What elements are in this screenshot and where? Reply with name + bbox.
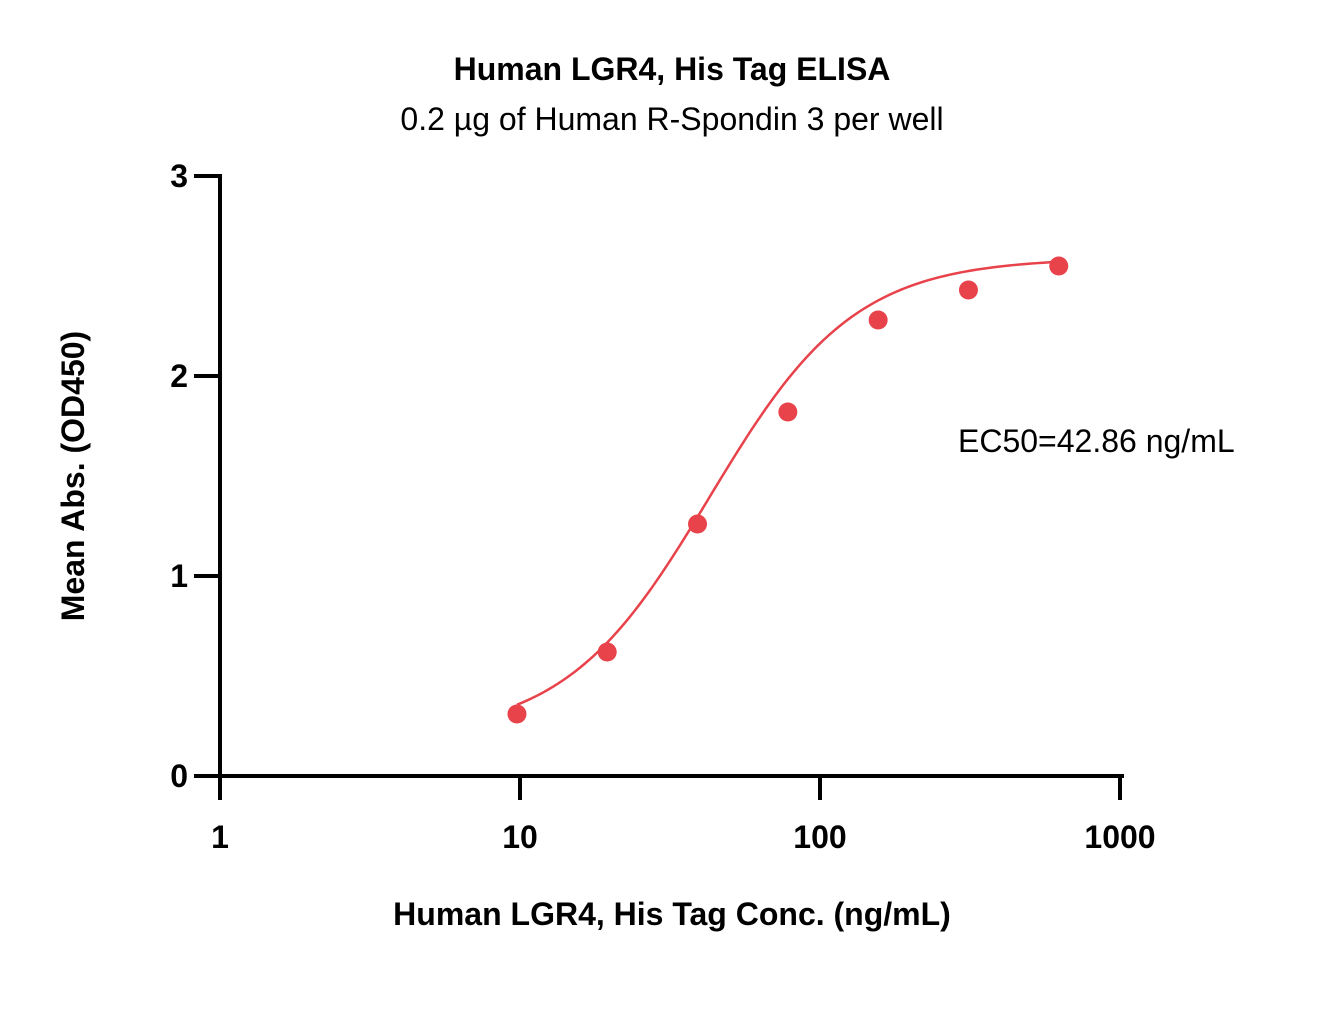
- fit-curve-layer: [516, 260, 1059, 706]
- data-point: [868, 310, 888, 330]
- data-point: [778, 402, 798, 422]
- x-tick-label: 10: [502, 819, 538, 855]
- chart-title: Human LGR4, His Tag ELISA: [454, 51, 891, 87]
- x-tick-label: 1: [211, 819, 229, 855]
- data-point: [1049, 256, 1069, 276]
- x-tick-label: 1000: [1084, 819, 1155, 855]
- data-point: [688, 514, 708, 534]
- data-point: [507, 704, 527, 724]
- data-points: [507, 256, 1069, 724]
- data-point: [597, 642, 617, 662]
- y-tick-label: 1: [170, 558, 188, 594]
- y-tick-label: 0: [170, 758, 188, 794]
- y-tick-label: 2: [170, 358, 188, 394]
- data-point: [958, 280, 978, 300]
- x-axis-label: Human LGR4, His Tag Conc. (ng/mL): [393, 896, 951, 932]
- fit-curve: [516, 260, 1059, 706]
- y-axis-label: Mean Abs. (OD450): [55, 331, 91, 621]
- x-tick-label: 100: [793, 819, 846, 855]
- y-tick-label: 3: [170, 158, 188, 194]
- chart-subtitle: 0.2 µg of Human R-Spondin 3 per well: [400, 101, 943, 137]
- ec50-annotation: EC50=42.86 ng/mL: [958, 423, 1235, 459]
